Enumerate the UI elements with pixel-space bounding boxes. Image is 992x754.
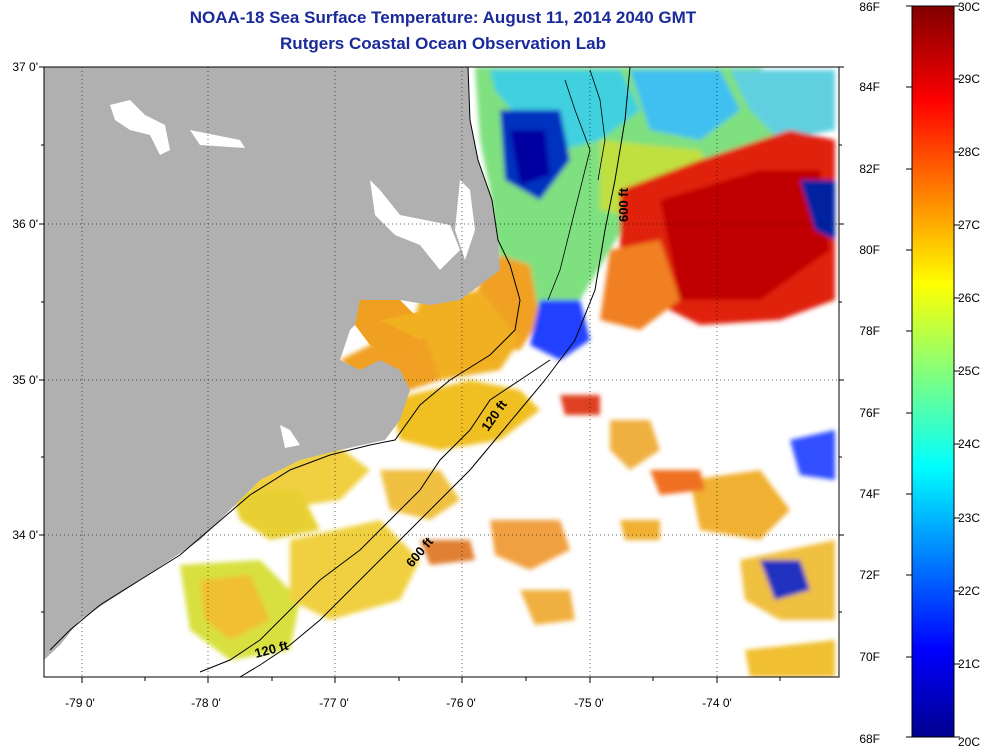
colorbar-c-label: 27C — [958, 218, 981, 232]
colorbar-f-label: 68F — [859, 732, 880, 746]
lat-label-35: 35 0' — [12, 373, 38, 387]
lon-label-77: -77 0' — [319, 696, 349, 710]
colorbar-c-label: 24C — [958, 437, 981, 451]
map-title: NOAA-18 Sea Surface Temperature: August … — [189, 8, 697, 27]
colorbar-f-label: 74F — [859, 487, 880, 501]
colorbar-f-label: 78F — [859, 324, 880, 338]
colorbar-c-label: 30C — [958, 0, 981, 14]
map-subtitle: Rutgers Coastal Ocean Observation Lab — [280, 34, 606, 53]
lat-label-34: 34 0' — [12, 528, 38, 542]
colorbar-c-label: 26C — [958, 291, 981, 305]
lon-label-76: -76 0' — [446, 696, 476, 710]
colorbar-f-label: 72F — [859, 568, 880, 582]
colorbar-c-label: 22C — [958, 584, 981, 598]
coastline — [49, 67, 521, 651]
colorbar-f-label: 76F — [859, 406, 880, 420]
colorbar-f-label: 84F — [859, 80, 880, 94]
lat-label-37: 37 0' — [12, 60, 38, 74]
isobath-600ft — [239, 67, 631, 677]
lon-label-79: -79 0' — [65, 696, 95, 710]
colorbar-c-label: 28C — [958, 145, 981, 159]
colorbar-c-label: 23C — [958, 511, 981, 525]
colorbar-ticks — [906, 5, 960, 738]
colorbar-c-label: 20C — [958, 735, 981, 749]
colorbar-f-label: 82F — [859, 162, 880, 176]
temperature-colorbar — [911, 5, 955, 738]
colorbar-c-label: 25C — [958, 364, 981, 378]
sst-data-layer — [180, 67, 835, 677]
colorbar-f-label: 80F — [859, 243, 880, 257]
colorbar-f-label: 70F — [859, 650, 880, 664]
lon-label-74: -74 0' — [702, 696, 732, 710]
colorbar-c-label: 29C — [958, 72, 981, 86]
lon-label-75: -75 0' — [574, 696, 604, 710]
colorbar-c-label: 21C — [958, 657, 981, 671]
lon-label-78: -78 0' — [191, 696, 221, 710]
map-grid — [44, 67, 839, 677]
axis-ticks — [39, 66, 844, 683]
lat-label-36: 36 0' — [12, 217, 38, 231]
contour-label-600ft-north: 600 ft — [616, 187, 631, 222]
isobath-120ft — [199, 359, 551, 673]
colorbar-f-label: 86F — [859, 0, 880, 14]
